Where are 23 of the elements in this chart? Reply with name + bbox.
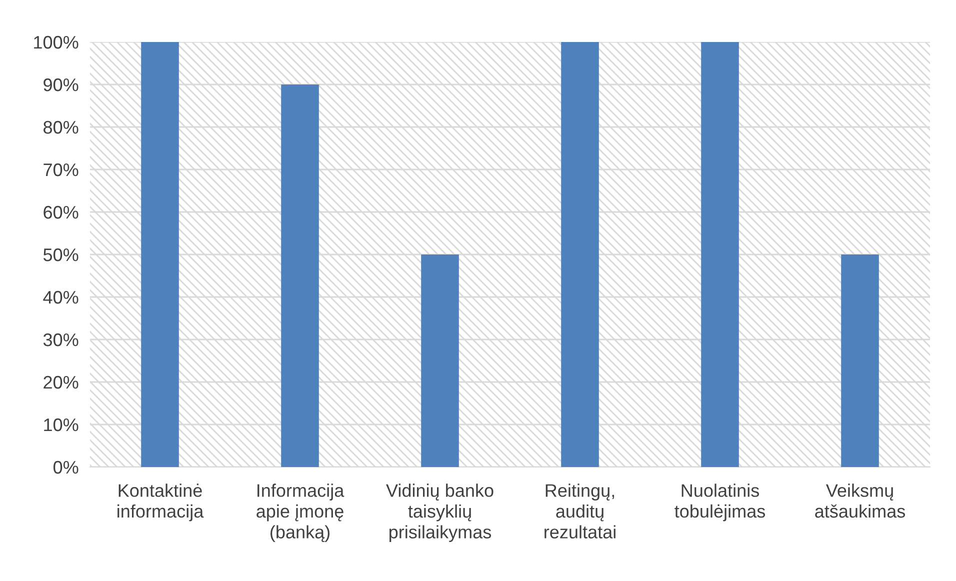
bar — [841, 254, 879, 467]
x-tick-label: Reitingų, auditų rezultatai — [544, 484, 616, 538]
x-tick-label: Informacija apie įmonę (banką) — [256, 484, 344, 542]
bar — [421, 254, 459, 467]
bar — [701, 42, 739, 467]
x-tick-label: Veiksmų atšaukimas — [815, 484, 906, 518]
y-tick-label: 0% — [54, 460, 78, 474]
bar — [141, 42, 179, 467]
y-tick-label: 80% — [44, 120, 78, 134]
bar — [561, 42, 599, 467]
x-tick-label: Kontaktinė informacija — [118, 484, 204, 522]
bar — [281, 84, 319, 467]
y-tick-label: 50% — [43, 248, 78, 262]
y-tick-label: 100% — [34, 36, 78, 49]
y-tick-label: 90% — [44, 78, 78, 92]
y-tick-label: 20% — [44, 376, 78, 389]
x-tick-label: Nuolatinis tobulėjimas — [674, 484, 766, 522]
y-tick-label: 40% — [43, 290, 78, 304]
y-tick-label: 60% — [44, 206, 78, 219]
y-tick-label: 30% — [43, 333, 78, 346]
y-tick-label: 70% — [44, 163, 78, 176]
y-tick-label: 10% — [44, 418, 78, 432]
x-tick-label: Vidinių banko taisyklių prisilaikymas — [386, 484, 494, 542]
